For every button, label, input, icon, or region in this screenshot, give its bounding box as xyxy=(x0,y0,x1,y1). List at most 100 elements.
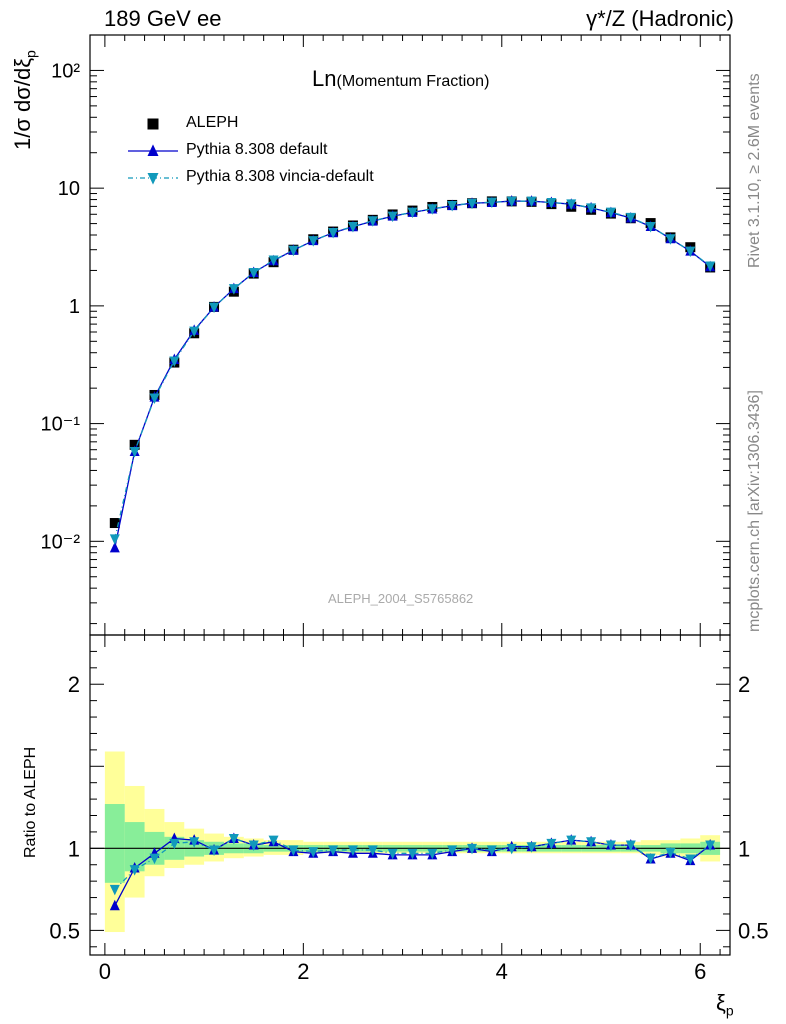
main-y-tick-label: 1 xyxy=(69,296,80,318)
ratio-vincia-point xyxy=(685,854,696,865)
ratio-band-inner xyxy=(104,804,125,883)
y-axis-title-main-sub: p xyxy=(22,50,39,58)
pythia-vincia-point xyxy=(467,198,478,210)
ratio-vincia-point xyxy=(248,840,259,852)
pythia-vincia-point xyxy=(447,201,458,212)
ratio-frame xyxy=(89,634,731,956)
x-tick-label: 0 xyxy=(99,959,111,984)
ratio-vincia-point xyxy=(526,842,537,853)
ratio-vincia-point xyxy=(427,848,438,860)
pythia-vincia-point xyxy=(506,196,517,208)
x-axis-title-text: ξ xyxy=(716,990,726,1015)
plot-title-main: Ln xyxy=(312,66,337,91)
ratio-vincia-point xyxy=(467,843,478,855)
pythia-vincia-point xyxy=(268,255,279,267)
x-axis-title-sub: p xyxy=(725,1002,734,1019)
plot-title: Ln(Momentum Fraction) xyxy=(312,66,489,92)
ratio-y-tick-label-right: 0.5 xyxy=(738,918,769,943)
analysis-watermark: ALEPH_2004_S5765862 xyxy=(328,591,474,606)
ratio-plot-area xyxy=(90,751,730,933)
pythia-vincia-point xyxy=(427,204,438,215)
ratio-vincia-point xyxy=(209,845,220,856)
x-tick-label: 2 xyxy=(297,959,309,984)
pythia-vincia-point xyxy=(685,246,696,258)
ratio-vincia-point xyxy=(268,835,279,847)
ratio-vincia-point xyxy=(407,848,418,860)
legend xyxy=(128,118,178,185)
legend-label-vincia: Pythia 8.308 vincia-default xyxy=(186,168,374,185)
pythia-vincia-point xyxy=(586,203,597,214)
y-axis-title-main: 1/σ dσ/dξp xyxy=(10,50,38,150)
pythia-default-point xyxy=(109,541,120,553)
ratio-vincia-point xyxy=(566,835,577,847)
pythia-vincia-point xyxy=(308,236,319,247)
main-y-tick-label: 10⁻² xyxy=(41,531,81,553)
pythia-vincia-point xyxy=(149,393,160,404)
pythia-vincia-point xyxy=(109,534,120,545)
ratio-vincia-point xyxy=(129,865,140,876)
pythia-vincia-line xyxy=(114,200,711,539)
ratio-band-inner xyxy=(124,822,145,872)
ratio-vincia-point xyxy=(625,840,636,852)
ratio-vincia-point xyxy=(665,847,676,859)
pythia-vincia-point xyxy=(526,196,537,208)
ratio-vincia-point xyxy=(228,833,239,845)
x-axis-title: ξp xyxy=(716,990,734,1018)
ratio-vincia-point xyxy=(347,845,358,856)
pythia-vincia-point xyxy=(228,284,239,295)
x-tick-label: 4 xyxy=(496,959,508,984)
pythia-vincia-point xyxy=(189,326,200,338)
legend-marker-vincia xyxy=(147,173,159,185)
ratio-vincia-point xyxy=(149,853,160,865)
ratio-y-tick-label-left: 2 xyxy=(68,672,80,697)
ratio-vincia-point xyxy=(447,845,458,856)
ratio-vincia-point xyxy=(288,845,299,856)
ratio-vincia-point xyxy=(189,837,200,848)
pythia-vincia-point xyxy=(288,245,299,257)
pythia-vincia-point xyxy=(169,356,180,368)
ratio-vincia-point xyxy=(367,845,378,856)
main-y-tick-label: 10² xyxy=(51,60,80,82)
rivet-version-label: Rivet 3.1.10, ≥ 2.6M events xyxy=(746,73,763,268)
main-plot-area xyxy=(109,194,716,553)
plot-title-sub: (Momentum Fraction) xyxy=(336,73,490,90)
x-tick-label: 6 xyxy=(694,959,706,984)
ratio-vincia-point xyxy=(308,847,319,858)
ratio-default-point xyxy=(109,899,120,911)
legend-label-default: Pythia 8.308 default xyxy=(186,141,328,158)
ratio-vincia-point xyxy=(109,884,120,896)
pythia-vincia-point xyxy=(129,446,140,458)
pythia-default-line xyxy=(114,200,711,548)
mcplots-citation-label: mcplots.cern.ch [arXiv:1306.3436] xyxy=(746,390,763,632)
main-y-tick-label: 10 xyxy=(58,178,80,200)
pythia-vincia-point xyxy=(367,216,378,227)
pythia-vincia-point xyxy=(645,222,656,233)
pythia-vincia-point xyxy=(209,302,220,314)
pythia-vincia-point xyxy=(387,211,398,223)
aleph-data-point xyxy=(109,518,120,529)
pythia-vincia-point xyxy=(347,222,358,233)
ratio-vincia-point xyxy=(705,840,716,852)
pythia-vincia-point xyxy=(407,207,418,219)
legend-marker-default xyxy=(147,144,159,156)
pythia-vincia-point xyxy=(248,268,259,279)
ratio-vincia-point xyxy=(169,838,180,850)
aleph-data-point xyxy=(129,439,140,450)
y-axis-title-ratio: Ratio to ALEPH xyxy=(22,746,39,858)
pythia-vincia-point xyxy=(625,212,636,224)
pythia-vincia-point xyxy=(566,199,577,210)
pythia-vincia-point xyxy=(665,234,676,245)
y-axis-title-main-text: 1/σ dσ/dξ xyxy=(10,57,35,150)
ratio-y-tick-label-left: 1 xyxy=(68,836,80,861)
ratio-vincia-point xyxy=(506,843,517,855)
legend-marker-aleph xyxy=(147,118,159,130)
ratio-vincia-point xyxy=(586,837,597,848)
ratio-vincia-point xyxy=(328,845,339,856)
ratio-y-tick-label-right: 1 xyxy=(738,836,750,861)
main-y-tick-label: 10⁻¹ xyxy=(41,414,81,436)
ratio-vincia-point xyxy=(486,845,497,856)
header-right: γ*/Z (Hadronic) xyxy=(586,6,734,31)
ratio-y-tick-label-right: 2 xyxy=(738,672,750,697)
pythia-vincia-point xyxy=(605,207,616,219)
